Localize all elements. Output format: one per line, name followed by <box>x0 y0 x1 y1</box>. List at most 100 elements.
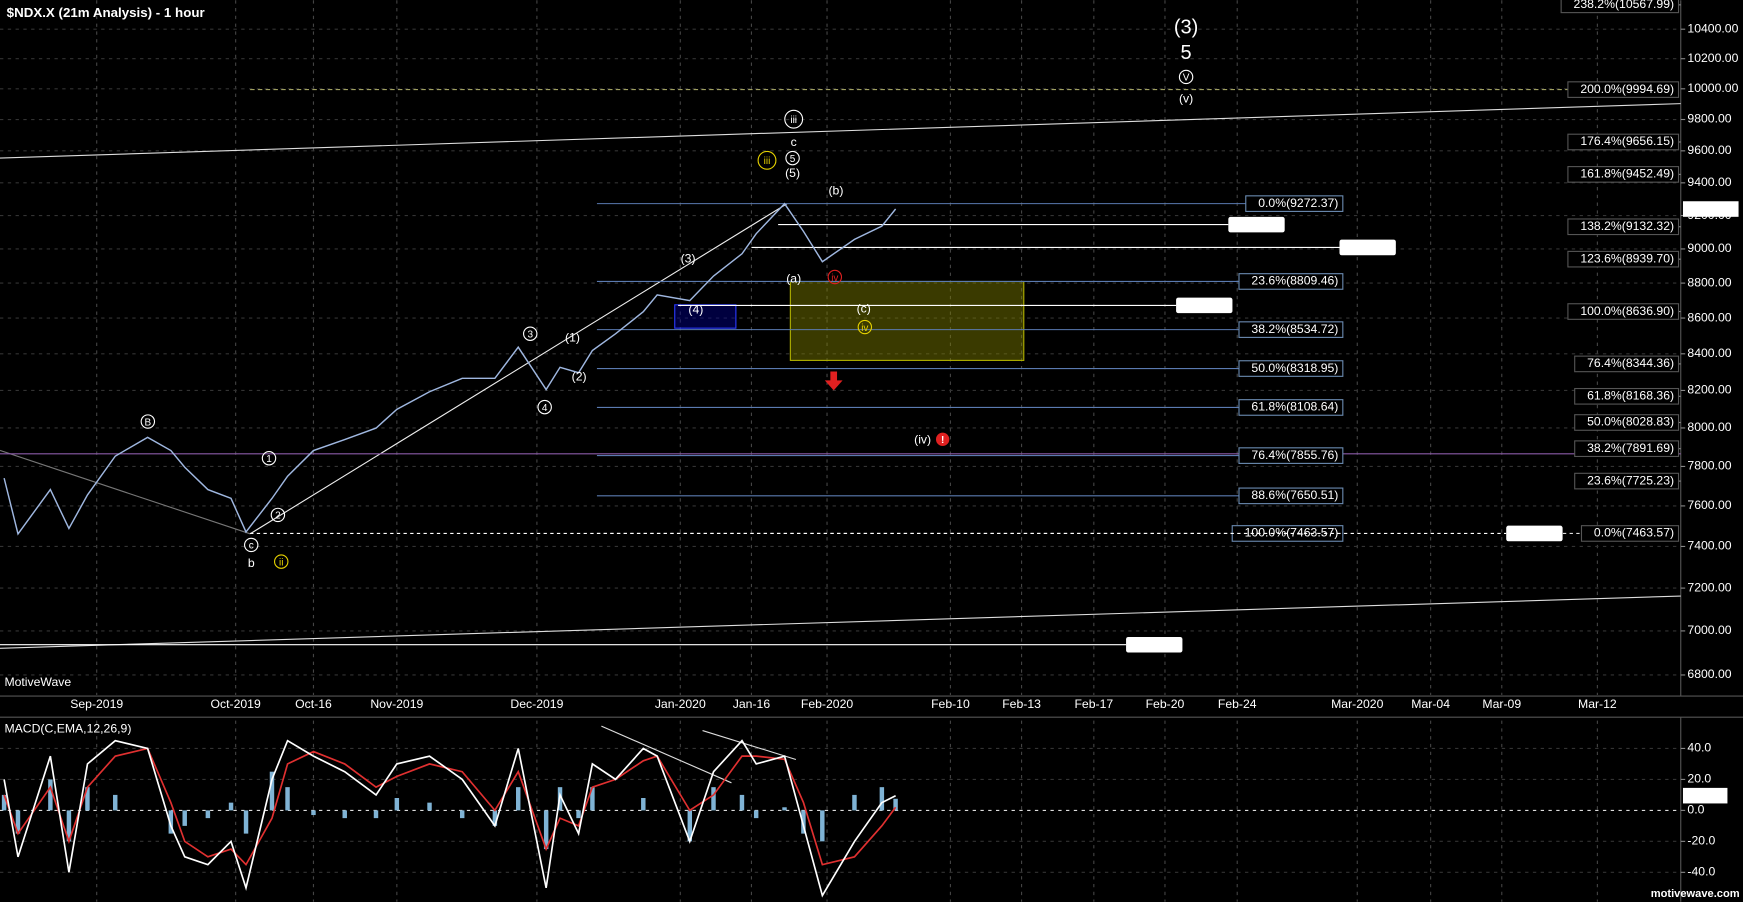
histogram-bar <box>492 810 498 826</box>
macd-title: MACD(C,EMA,12,26,9) <box>4 722 131 736</box>
x-tick-label: Oct-2019 <box>211 697 261 711</box>
wave-circle <box>857 319 873 335</box>
histogram-bar <box>373 810 379 819</box>
support-box <box>674 304 737 329</box>
y-tick-label: 10200.00 <box>1687 51 1738 65</box>
histogram-bar <box>753 810 759 819</box>
fib-label: 0.0%(7463.57) <box>1594 526 1674 540</box>
wave-label: (4) <box>688 303 703 317</box>
wave-label: 5 <box>790 154 796 165</box>
fib-label-box <box>1580 525 1680 542</box>
histogram-bar <box>285 787 290 811</box>
fib-label-box <box>1238 399 1344 416</box>
wave-label: (3) <box>1174 16 1198 38</box>
wave-label: V <box>1183 73 1190 84</box>
fib-label-box <box>1574 472 1680 490</box>
grid-layer <box>0 0 1681 902</box>
fib-label: 100.0%(8636.90) <box>1580 304 1674 318</box>
wave-circle <box>827 269 843 285</box>
macd-line <box>3 739 896 898</box>
current-macd-box <box>1682 787 1728 804</box>
wave-label: 1 <box>266 454 272 465</box>
histogram-bar <box>311 810 316 816</box>
trend-line <box>0 449 251 535</box>
histogram-bar <box>85 787 90 811</box>
wave-circle <box>785 150 800 166</box>
histogram-bar <box>269 771 275 811</box>
x-tick-label: Feb-13 <box>1002 697 1041 711</box>
x-tick-label: Feb-20 <box>1146 697 1185 711</box>
histogram-bar <box>15 810 21 834</box>
wave-label: (1) <box>565 330 580 344</box>
wave-label: (b) <box>828 184 843 198</box>
y-tick-label: 10000.00 <box>1687 81 1738 95</box>
fib-label-box <box>1574 440 1680 458</box>
alert-icon <box>935 432 950 446</box>
histogram-bar <box>66 810 72 842</box>
wave-label: (5) <box>785 166 800 180</box>
price-label: 8671.92 <box>1182 298 1226 312</box>
down-arrow <box>824 371 843 391</box>
fib-label-box <box>1567 133 1680 151</box>
histogram-bar <box>641 797 646 811</box>
wave-label: B <box>145 417 152 428</box>
histogram-bar <box>516 787 521 811</box>
price-label-box <box>1176 297 1233 314</box>
x-tick-label: Dec-2019 <box>510 697 563 711</box>
histogram-bar <box>893 798 898 811</box>
watermark: MotiveWave <box>4 675 71 689</box>
histogram-bar <box>342 810 347 819</box>
fib-label: 61.8%(8108.64) <box>1251 400 1338 414</box>
y-tick-label: -20.0 <box>1687 834 1715 848</box>
y-tick-label: 8800.00 <box>1687 275 1731 289</box>
x-tick-label: Mar-09 <box>1482 697 1521 711</box>
histogram-bar <box>427 802 432 811</box>
fib-label: 200.0%(9994.69) <box>1580 82 1674 96</box>
y-tick-label: 8200.00 <box>1687 383 1731 397</box>
fib-label-box <box>1560 0 1680 14</box>
x-tick-label: Nov-2019 <box>370 697 423 711</box>
wave-circle <box>537 399 552 415</box>
current-price: 9239.46 <box>1689 201 1733 215</box>
target-box <box>789 280 1025 361</box>
histogram-bar <box>711 787 716 811</box>
histogram-bar <box>852 794 857 811</box>
x-tick-label: Feb-2020 <box>801 697 854 711</box>
wave-label: (c) <box>857 302 871 316</box>
macd-trend-line <box>702 730 797 761</box>
wave-label: (iv) <box>914 433 931 447</box>
main-layer: ! <box>0 103 1681 784</box>
y-tick-label: 9600.00 <box>1687 143 1731 157</box>
wave-circle <box>243 537 259 553</box>
fib-label: 50.0%(8028.83) <box>1587 415 1674 429</box>
fib-label: 23.6%(8809.46) <box>1251 274 1338 288</box>
price-label-box <box>1339 239 1396 256</box>
wave-label: iii <box>790 115 797 126</box>
x-tick-label: Mar-12 <box>1578 697 1617 711</box>
price-label-box <box>1228 216 1285 233</box>
fib-label: 23.6%(7725.23) <box>1587 473 1674 487</box>
wave-label: iv <box>861 323 868 334</box>
x-tick-label: Feb-17 <box>1074 697 1113 711</box>
price-label: 7463.57 <box>1512 526 1556 540</box>
y-tick-label: 8000.00 <box>1687 420 1731 434</box>
trend-line <box>0 103 1681 159</box>
histogram-bar <box>394 797 400 811</box>
wave-label: iv <box>831 273 838 284</box>
wave-circle <box>757 150 777 170</box>
wave-circle <box>274 554 289 569</box>
histogram-bar <box>228 802 234 811</box>
fib-label: 61.8%(8168.36) <box>1587 389 1674 403</box>
y-tick-label: 9400.00 <box>1687 175 1731 189</box>
wave-label: ii <box>279 557 283 568</box>
fib-label: 0.0%(9272.37) <box>1258 196 1338 210</box>
y-tick-label: 0.0 <box>1687 803 1704 817</box>
histogram-bar <box>243 810 249 834</box>
wave-label: (2) <box>572 369 587 383</box>
x-tick-label: Mar-04 <box>1411 697 1450 711</box>
wave-circle <box>270 507 286 523</box>
wave-label: b <box>248 556 255 570</box>
wave-label: (v) <box>1179 91 1193 105</box>
wave-label: (a) <box>786 271 801 285</box>
wave-label: c <box>791 135 797 149</box>
